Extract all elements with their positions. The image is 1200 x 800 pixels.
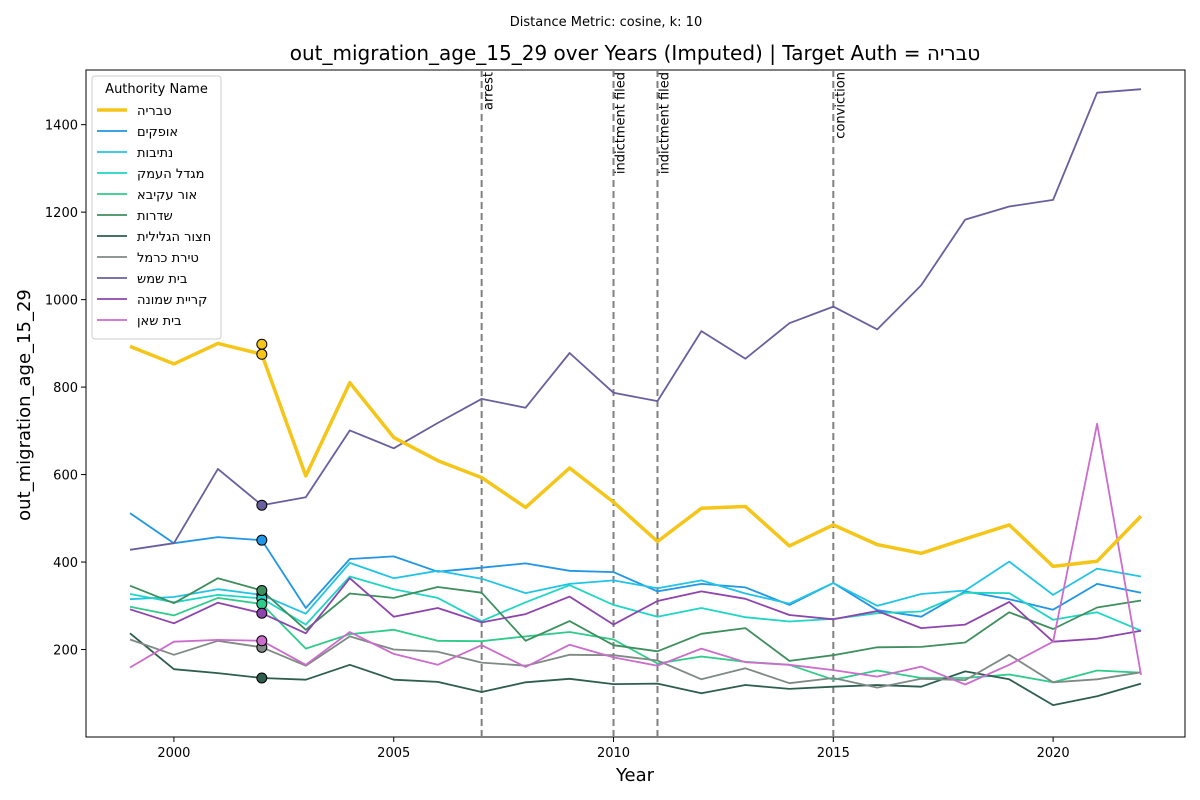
axes-frame [85,69,1186,738]
series-line [129,575,1142,632]
imputed-point [256,607,268,619]
series-line [129,597,1142,684]
legend-entry: אור עקיבא [137,188,197,203]
legend-title: Authority Name [105,82,208,97]
legend-entry: שדרות [137,209,173,224]
x-axis-label: Year [615,765,655,786]
legend-box [91,75,222,340]
series-line [129,577,1142,662]
imputed-point [256,598,268,610]
series-line [129,632,1142,706]
x-tick-label: 2000 [157,746,190,761]
y-tick-label: 1200 [45,206,78,221]
imputed-point [256,672,268,684]
imputed-point [256,338,268,350]
legend-entry: קריית שמונה [137,293,207,308]
legend-entry: אופקים [137,125,178,140]
series-line [129,422,1142,686]
legend-entry: בית שאן [137,314,182,329]
series-line [129,577,1142,643]
x-tick-label: 2020 [1037,746,1070,761]
series-line [129,341,1143,569]
y-tick-label: 200 [53,644,78,659]
x-tick-label: 2015 [817,746,850,761]
legend-entry: טבריה [137,104,172,119]
y-tick-label: 600 [53,469,78,484]
legend-entry: נתיבות [137,146,173,161]
legend-entry: בית שמש [137,272,187,287]
y-tick-label: 1400 [45,119,78,134]
event-label: arrest [482,72,497,110]
y-axis-label: out_migration_age_15_29 [14,289,35,521]
imputed-point [256,499,268,511]
y-tick-label: 400 [53,556,78,571]
x-tick-label: 2010 [597,746,630,761]
series-line [129,88,1142,551]
imputed-point [256,584,268,596]
chart-suptitle: Distance Metric: cosine, k: 10 [510,15,702,30]
event-label: indictment filed [614,72,629,174]
chart-title: out_migration_age_15_29 over Years (Impu… [290,41,980,65]
legend-entry: חצור הגלילית [137,230,211,245]
plot-area: 2000 2005 2010 2015 2020 200 400 600 800 1000 1200… [45,69,1186,761]
x-tick-label: 2005 [377,746,410,761]
imputed-point [256,534,268,546]
legend-entry: מגדל העמק [137,167,205,182]
imputed-point [256,348,268,360]
y-tick-label: 800 [53,381,78,396]
y-tick-label: 1000 [45,294,78,309]
event-label: conviction [833,72,848,139]
legend-entry: טירת כרמל [137,251,199,266]
event-label: indictment filed [657,72,672,174]
series-line [129,635,1142,689]
series-line [129,560,1142,615]
imputed-point [256,635,268,647]
